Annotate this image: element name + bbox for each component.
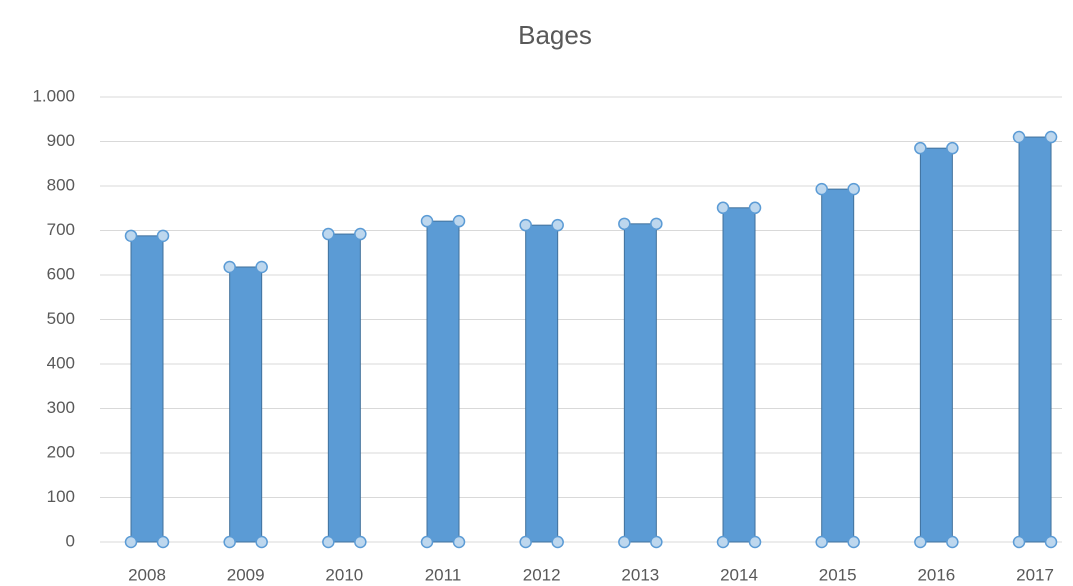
selection-handle [519,535,532,549]
selection-handle [223,535,236,549]
x-tick-label: 2017 [1016,565,1054,584]
bar [623,223,657,543]
y-tick-label: 1.000 [32,86,75,105]
selection-handle [946,535,959,549]
selection-handle [650,535,663,549]
selection-handle [946,141,959,155]
selection-handle [1044,535,1058,549]
selection-handle [716,201,730,215]
selection-handle [914,535,927,549]
x-tick-label: 2015 [819,565,857,584]
x-tick-label: 2008 [128,565,166,584]
selection-handle [914,141,927,155]
selection-handle [815,182,828,196]
selection-handle [551,218,564,232]
selection-handle [716,535,730,549]
bar [229,266,263,543]
selection-handle [847,535,860,549]
y-tick-label: 400 [47,353,75,372]
selection-handle [255,535,268,549]
selection-handle [322,535,335,549]
selection-handle [124,535,138,549]
selection-handle [452,535,466,549]
bar [426,220,460,543]
selection-handle [156,229,170,243]
selection-handle [354,535,367,549]
bar [722,207,756,543]
bar [1018,136,1052,543]
selection-handle [223,260,236,274]
selection-handle [618,535,631,549]
selection-handle [255,260,268,274]
chart-title: Bages [518,20,592,50]
y-tick-label: 600 [47,264,75,283]
selection-handle [452,214,466,228]
x-tick-label: 2009 [227,565,265,584]
selection-handle [420,214,434,228]
selection-handle [1012,130,1026,144]
x-tick-label: 2011 [425,565,462,584]
y-tick-label: 700 [47,220,75,239]
bar [130,235,164,543]
x-tick-label: 2014 [720,565,758,584]
selection-handle [815,535,828,549]
selection-handle [650,217,663,231]
selection-handle [156,535,170,549]
y-tick-label: 500 [47,309,75,328]
y-tick-label: 300 [47,398,75,417]
selection-handle [519,218,532,232]
selection-handle [1044,130,1058,144]
x-tick-label: 2010 [325,565,363,584]
selection-handle [551,535,564,549]
x-tick-label: 2013 [621,565,659,584]
bar [821,188,855,543]
y-tick-label: 100 [47,487,75,506]
y-tick-label: 0 [66,531,75,550]
selection-handle [748,201,762,215]
x-tick-label: 2016 [917,565,955,584]
selection-handle [322,227,335,241]
selection-handle [847,182,860,196]
y-tick-label: 900 [47,131,75,150]
selection-handle [420,535,434,549]
bar [919,147,953,543]
x-tick-label: 2012 [523,565,561,584]
selection-handle [1012,535,1026,549]
selection-handle [748,535,762,549]
y-tick-label: 200 [47,442,75,461]
bar [327,233,361,543]
selection-handle [354,227,367,241]
bar [525,224,559,543]
selection-handle [124,229,138,243]
y-tick-label: 800 [47,175,75,194]
selection-handle [618,217,631,231]
